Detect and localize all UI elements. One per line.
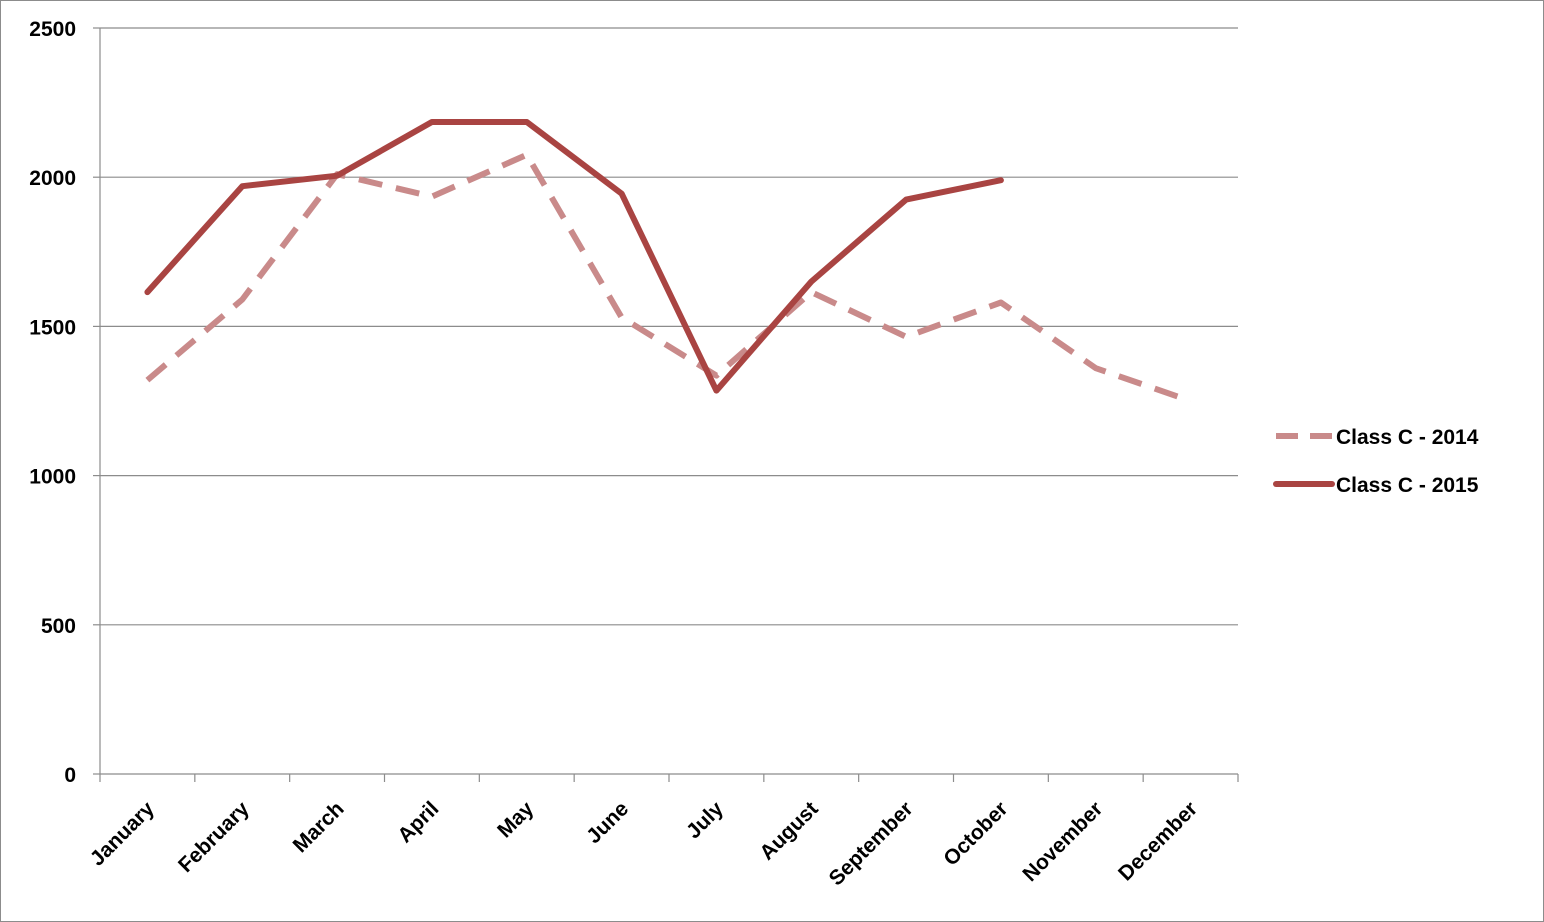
y-tick-label: 500 [41, 615, 76, 638]
legend-label-2015: Class C - 2015 [1336, 474, 1479, 497]
x-tick-label: July [682, 797, 728, 843]
x-tick-label: June [582, 797, 633, 848]
x-tick-label: February [174, 797, 254, 877]
y-tick-label: 2500 [29, 18, 76, 41]
x-tick-label: October [939, 797, 1012, 870]
x-tick-label: March [289, 797, 349, 857]
y-tick-label: 2000 [29, 167, 76, 190]
series-line-2014 [145, 151, 1192, 404]
x-tick-label: November [1018, 797, 1107, 886]
x-tick-label: August [755, 797, 822, 864]
y-tick-label: 0 [64, 764, 76, 787]
gridlines [100, 27, 1238, 626]
legend-label-2014: Class C - 2014 [1336, 426, 1479, 449]
legend: Class C - 2014 Class C - 2015 [1273, 426, 1479, 497]
y-axis-ticks: 0 500 1000 1500 2000 2500 [29, 18, 100, 787]
x-tick-label: April [393, 797, 443, 847]
x-tick-label: January [86, 797, 159, 870]
series-line-2015 [144, 119, 1004, 394]
x-axis-ticks: January February March April May June July Augu… [86, 774, 1239, 890]
series-lines [144, 119, 1192, 404]
y-tick-label: 1500 [29, 316, 76, 339]
x-tick-label: September [825, 797, 918, 890]
axes [99, 28, 1238, 775]
x-tick-label: May [493, 797, 538, 842]
x-tick-label: December [1114, 797, 1202, 885]
y-tick-label: 1000 [29, 466, 76, 489]
